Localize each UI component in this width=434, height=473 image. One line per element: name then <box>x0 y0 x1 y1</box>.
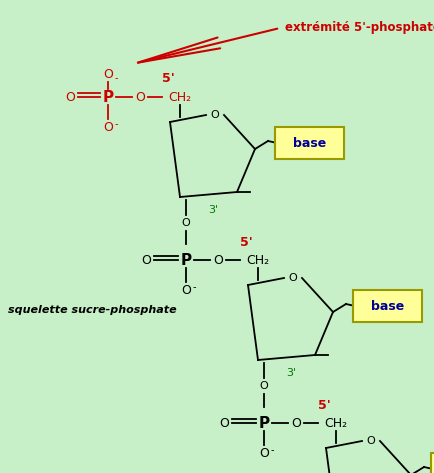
Text: O: O <box>219 417 228 429</box>
Text: O: O <box>213 254 223 266</box>
Text: P: P <box>180 253 191 268</box>
Text: O: O <box>103 121 113 133</box>
Text: 3': 3' <box>208 205 218 215</box>
FancyBboxPatch shape <box>352 290 421 322</box>
Text: O: O <box>290 417 300 429</box>
Text: -: - <box>114 73 118 83</box>
Text: CH₂: CH₂ <box>246 254 269 266</box>
Text: CH₂: CH₂ <box>168 90 191 104</box>
Text: -: - <box>114 119 118 129</box>
Text: O: O <box>288 273 297 283</box>
Text: P: P <box>258 415 269 430</box>
Text: 5': 5' <box>161 72 174 86</box>
Text: -: - <box>270 445 273 455</box>
Text: O: O <box>103 69 113 81</box>
Text: O: O <box>259 447 268 459</box>
Text: 5': 5' <box>317 398 329 412</box>
Text: O: O <box>181 283 191 297</box>
Text: squelette sucre-phosphate: squelette sucre-phosphate <box>8 305 176 315</box>
Text: 3': 3' <box>286 368 296 378</box>
Text: O: O <box>65 90 75 104</box>
Text: -: - <box>192 282 195 292</box>
Text: O: O <box>366 436 375 446</box>
Text: extrémité 5'-phosphate: extrémité 5'-phosphate <box>284 21 434 35</box>
Text: base: base <box>292 137 326 149</box>
Text: O: O <box>181 218 190 228</box>
Text: 5': 5' <box>239 236 252 248</box>
Text: P: P <box>102 89 113 105</box>
Text: CH₂: CH₂ <box>324 417 347 429</box>
Text: O: O <box>259 381 268 391</box>
FancyBboxPatch shape <box>274 127 343 159</box>
Text: O: O <box>135 90 145 104</box>
Text: O: O <box>210 110 219 120</box>
FancyBboxPatch shape <box>430 453 434 473</box>
Text: O: O <box>141 254 151 266</box>
Text: base: base <box>370 299 403 313</box>
